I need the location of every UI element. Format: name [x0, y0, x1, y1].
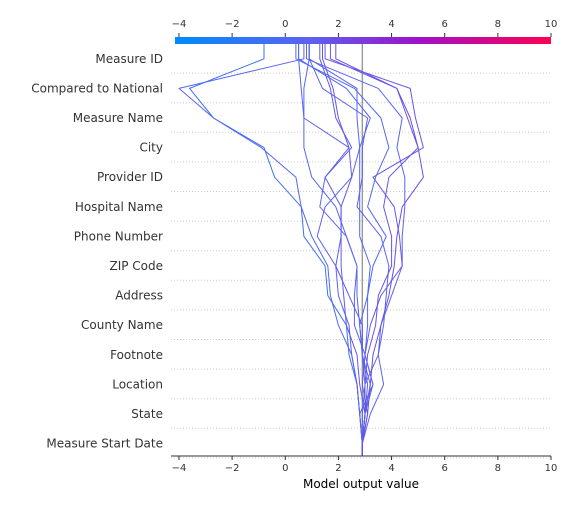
top-tick-label: 4 — [388, 19, 394, 30]
decision-lines — [178, 44, 424, 456]
bottom-tick-label: 4 — [388, 463, 394, 474]
feature-label: Measure Name — [73, 111, 163, 125]
top-tick-label: 10 — [545, 19, 558, 30]
bottom-tick-label: −2 — [225, 463, 240, 474]
top-tick-label: 8 — [495, 19, 501, 30]
top-tick-label: 0 — [282, 19, 288, 30]
top-axis: −4 −2 0 2 4 6 8 10 — [172, 19, 558, 37]
decision-line — [306, 44, 406, 456]
feature-label: Measure Start Date — [46, 437, 163, 451]
bottom-axis: −4 −2 0 2 4 6 8 10 — [171, 455, 558, 474]
decision-line — [322, 44, 371, 456]
decision-line — [335, 44, 424, 456]
gridlines — [171, 72, 551, 459]
top-tick-label: −4 — [172, 19, 187, 30]
decision-line — [324, 44, 424, 456]
decision-line — [298, 44, 371, 456]
feature-label: Compared to National — [31, 81, 163, 95]
bottom-tick-label: 10 — [545, 463, 558, 474]
feature-label: State — [131, 407, 163, 421]
feature-label: Address — [115, 289, 163, 303]
colorbar — [174, 37, 551, 44]
feature-label: Hospital Name — [75, 200, 163, 214]
bottom-tick-label: 6 — [442, 463, 448, 474]
bottom-tick-label: 0 — [282, 463, 288, 474]
feature-label: County Name — [81, 318, 163, 332]
feature-labels: Measure Start Date State Location Footnote C… — [31, 52, 163, 451]
decision-line — [178, 44, 363, 456]
feature-label: Measure ID — [95, 52, 163, 66]
feature-label: Phone Number — [74, 229, 163, 243]
decision-line — [295, 44, 390, 456]
bottom-tick-label: 2 — [335, 463, 341, 474]
colorbar-gradient — [174, 37, 551, 44]
decision-line — [308, 44, 363, 456]
decision-line — [298, 44, 369, 456]
top-tick-label: 2 — [335, 19, 341, 30]
bottom-tick-label: −4 — [172, 463, 187, 474]
feature-label: ZIP Code — [109, 259, 163, 273]
top-tick-label: −2 — [225, 19, 240, 30]
feature-label: Footnote — [110, 348, 163, 362]
top-tick-label: 6 — [442, 19, 448, 30]
bottom-tick-label: 8 — [495, 463, 501, 474]
feature-label: Provider ID — [97, 170, 163, 184]
x-axis-label: Model output value — [303, 477, 419, 491]
feature-label: Location — [112, 377, 163, 391]
decision-line — [308, 44, 390, 456]
feature-label: City — [139, 141, 163, 155]
decision-line — [319, 44, 366, 456]
